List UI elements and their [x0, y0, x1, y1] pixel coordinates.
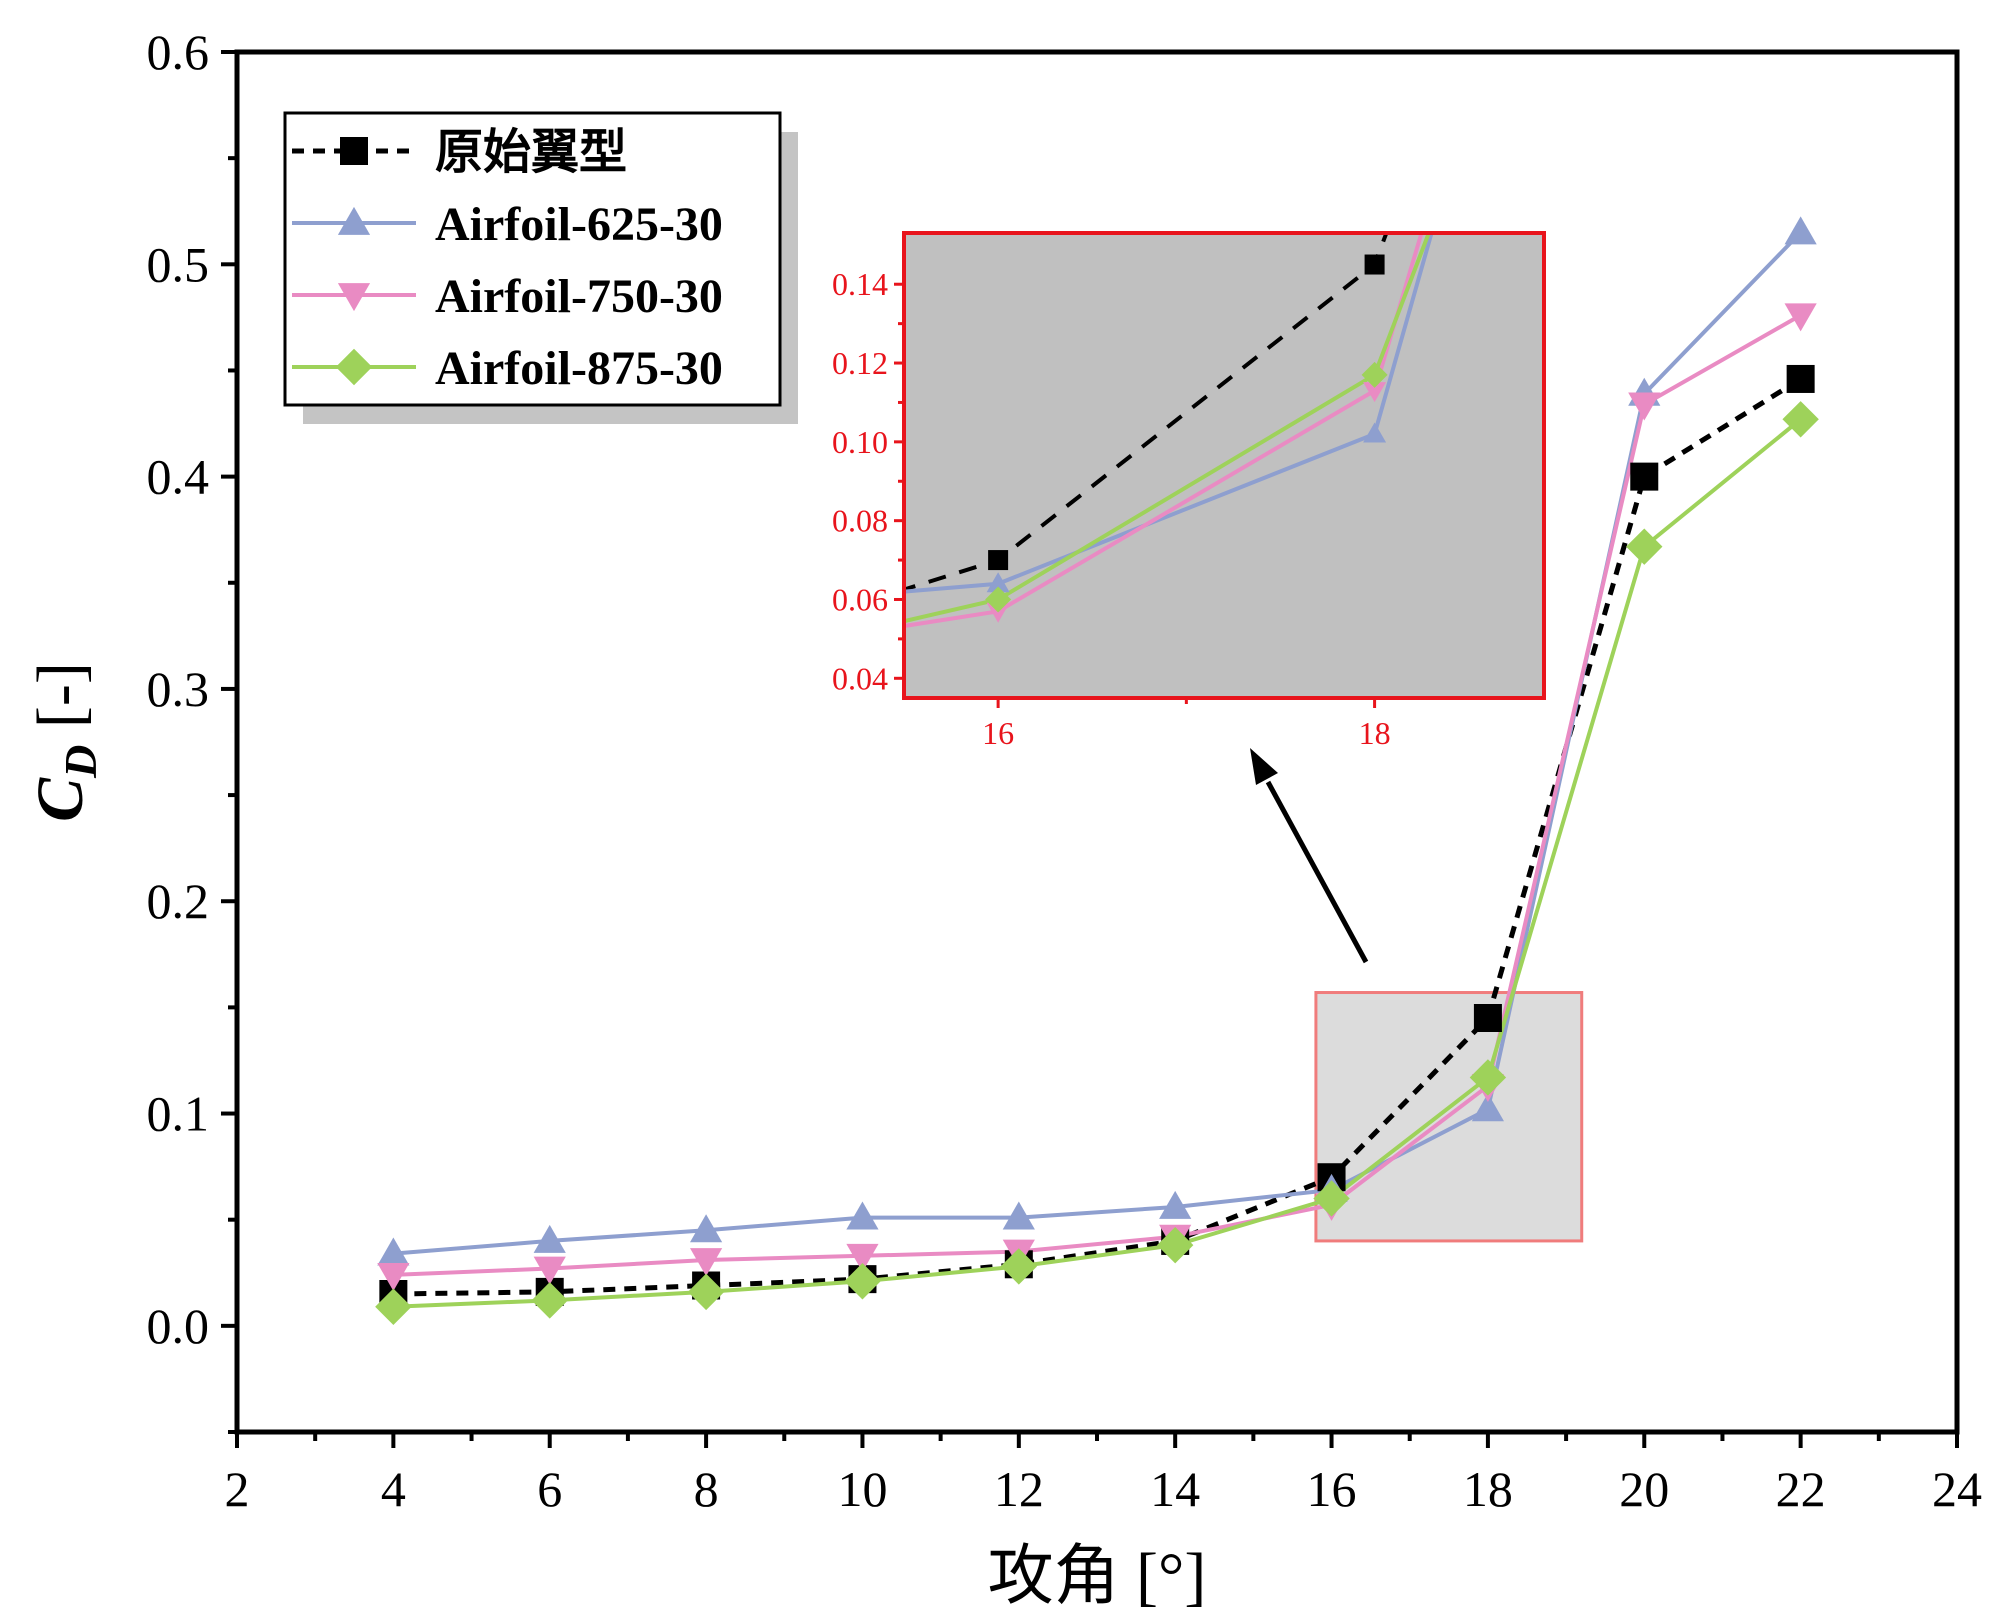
inset-frame — [902, 231, 1546, 700]
inset-data-point-1 — [1363, 422, 1387, 443]
legend-label-3: Airfoil-875-30 — [435, 342, 723, 395]
inset-x-tick-label: 18 — [1359, 715, 1391, 751]
y-tick-label: 0.0 — [147, 1298, 210, 1354]
plot-frame — [234, 49, 1960, 1435]
y-tick-label: 0.1 — [147, 1086, 210, 1142]
data-point-1 — [377, 1237, 410, 1266]
x-tick-label: 8 — [694, 1461, 719, 1517]
data-point-3 — [1469, 1059, 1507, 1096]
y-tick-label: 0.2 — [147, 873, 210, 929]
data-point-3 — [1313, 1180, 1350, 1217]
data-point-2 — [1784, 303, 1817, 332]
y-tick-label: 0.3 — [147, 661, 210, 717]
data-point-0 — [1473, 1004, 1502, 1032]
y-tick-label: 0.5 — [147, 236, 210, 292]
y-tick-label: 0.6 — [147, 24, 210, 80]
inset-data-point-2 — [986, 602, 1010, 623]
data-point-1 — [846, 1201, 879, 1230]
x-tick-label: 18 — [1463, 1461, 1513, 1517]
data-point-0 — [1786, 364, 1815, 393]
inset-data-point-3 — [985, 586, 1012, 613]
legend: 原始翼型 Airfoil-625-30 Airfoil-750-30 Airfoil-… — [283, 111, 798, 424]
x-tick-label: 12 — [994, 1461, 1044, 1517]
x-tick-label: 16 — [1307, 1461, 1357, 1517]
main-plot: 2 4 6 8 10 12 14 16 18 20 22 240.00.10.20.30.40.50.… — [24, 24, 1982, 1613]
data-point-2 — [846, 1243, 879, 1272]
inset-data-point-1 — [986, 572, 1010, 593]
x-tick-label: 22 — [1776, 1461, 1826, 1517]
data-point-1 — [1471, 1093, 1505, 1122]
inset-y-tick-label: 0.12 — [832, 345, 888, 381]
inset-y-tick-label: 0.04 — [832, 660, 888, 696]
x-tick-label: 24 — [1932, 1461, 1982, 1517]
y-axis-subscript: D — [55, 745, 106, 779]
inset-y-tick-label: 0.08 — [832, 503, 888, 539]
data-point-0 — [1630, 462, 1659, 491]
legend-label-2: Airfoil-750-30 — [435, 270, 723, 323]
inset-y-tick-label: 0.10 — [832, 424, 888, 460]
legend-marker-0 — [340, 137, 368, 165]
data-point-3 — [844, 1263, 881, 1300]
legend-marker-3 — [335, 348, 373, 386]
inset-data-point-2 — [1363, 382, 1387, 403]
y-axis-title: CD [-] — [24, 662, 106, 822]
zoom-arrow-shaft — [1265, 780, 1369, 964]
legend-label-1: Airfoil-625-30 — [435, 198, 723, 251]
y-axis-symbol: C — [24, 777, 97, 822]
data-point-1 — [1002, 1201, 1035, 1230]
inset-x-tick-label: 16 — [982, 715, 1014, 751]
legend-marker-1 — [337, 206, 371, 235]
x-tick-label: 6 — [537, 1461, 562, 1517]
series-line-2 — [393, 313, 1802, 1277]
legend-marker-2 — [337, 283, 371, 312]
data-point-1 — [689, 1214, 723, 1243]
x-axis-title: 攻角 [°] — [988, 1540, 1207, 1613]
y-tick-label: 0.4 — [147, 449, 210, 505]
x-tick-label: 4 — [381, 1461, 406, 1517]
data-point-3 — [1782, 401, 1819, 438]
data-point-2 — [689, 1248, 723, 1277]
data-point-3 — [375, 1288, 412, 1325]
inset-y-tick-label: 0.06 — [832, 581, 888, 617]
y-axis-unit: [-] — [24, 662, 97, 744]
data-point-3 — [687, 1273, 725, 1311]
legend-label-0: 原始翼型 — [435, 126, 627, 179]
data-point-3 — [1626, 528, 1663, 565]
data-point-1 — [533, 1224, 566, 1253]
data-point-2 — [1628, 392, 1661, 421]
data-point-3 — [1156, 1226, 1194, 1264]
x-tick-label: 14 — [1150, 1461, 1200, 1517]
data-point-2 — [533, 1256, 566, 1285]
data-point-3 — [1000, 1248, 1038, 1285]
inset-y-tick-label: 0.14 — [832, 266, 888, 302]
zoom-arrow-head — [1250, 748, 1278, 785]
x-tick-label: 20 — [1619, 1461, 1669, 1517]
inset-data-point-0 — [1364, 254, 1385, 275]
data-point-3 — [531, 1282, 568, 1319]
zoom-inset: 0.04 0.06 0.08 0.10 0.12 0.14 16 18 — [832, 231, 1546, 751]
data-point-1 — [1784, 216, 1817, 245]
inset-data-point-3 — [1361, 361, 1388, 388]
inset-plot-area — [904, 233, 1434, 629]
x-tick-label: 2 — [225, 1461, 250, 1517]
data-point-1 — [1159, 1190, 1192, 1219]
data-point-2 — [377, 1262, 410, 1291]
x-tick-label: 10 — [837, 1461, 887, 1517]
inset-data-point-0 — [988, 550, 1009, 571]
series-line-3 — [393, 417, 1802, 1309]
